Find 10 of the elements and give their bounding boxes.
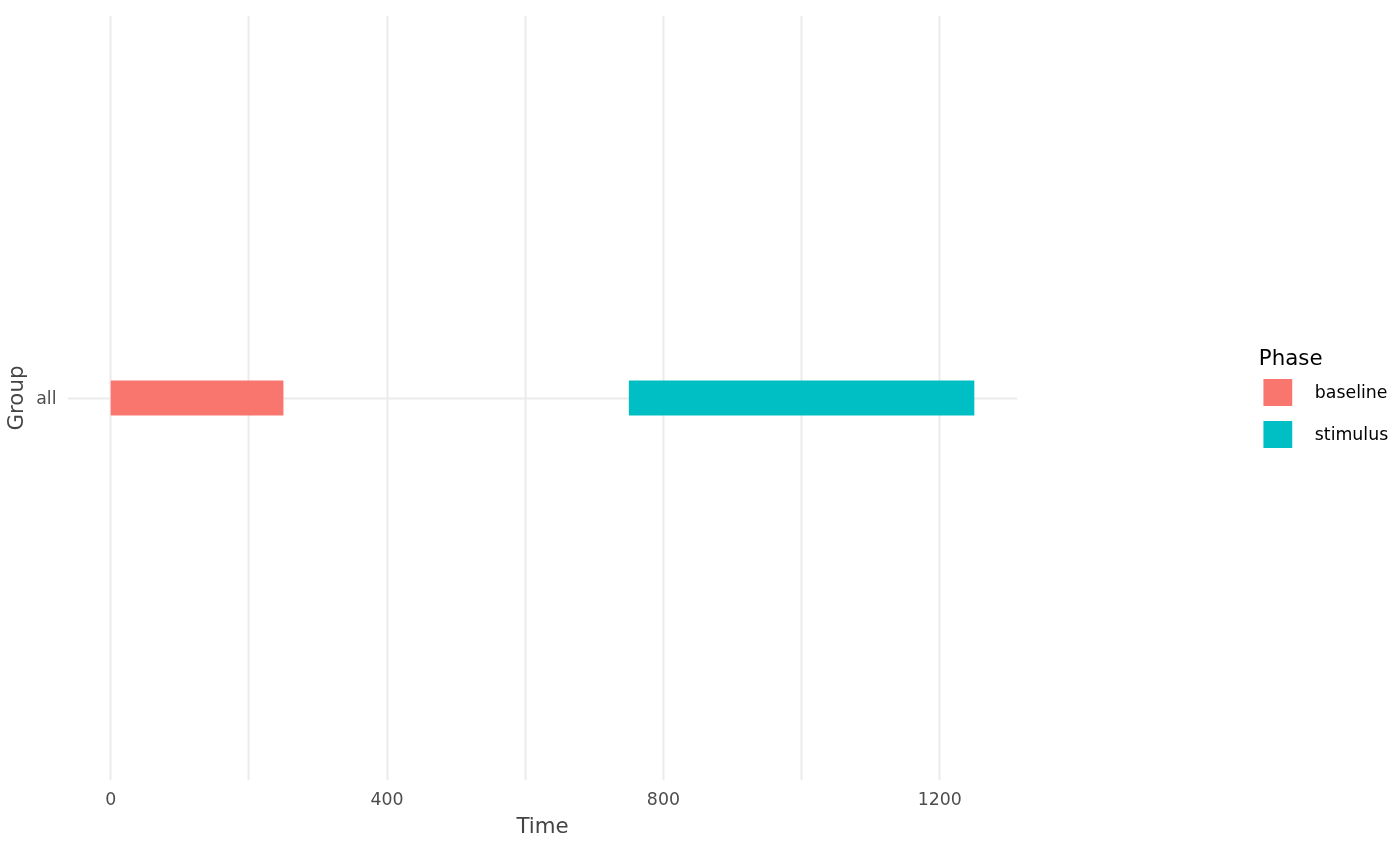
legend-title: Phase: [1258, 344, 1324, 370]
x-tick-label: 1200: [917, 788, 962, 809]
y-axis-title: Group: [3, 365, 29, 431]
x-tick-label: 800: [646, 788, 680, 809]
legend-label: baseline: [1314, 381, 1388, 402]
x-axis-title: Time: [515, 812, 569, 838]
x-tick-label: 0: [105, 788, 117, 809]
y-tick-label: all: [36, 388, 57, 408]
x-tick-label: 400: [370, 788, 404, 809]
legend-label: stimulus: [1314, 423, 1389, 444]
